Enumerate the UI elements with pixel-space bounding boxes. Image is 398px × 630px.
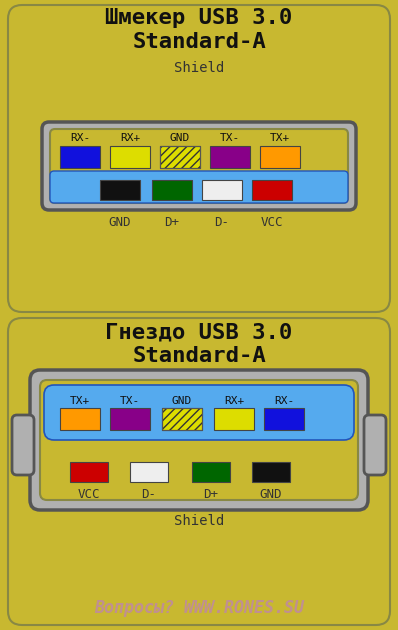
Text: D-: D- bbox=[142, 488, 156, 501]
Bar bbox=[260, 146, 300, 168]
Bar bbox=[152, 180, 192, 200]
Text: D-: D- bbox=[215, 216, 230, 229]
FancyBboxPatch shape bbox=[44, 385, 354, 440]
Bar bbox=[162, 408, 202, 430]
Bar bbox=[130, 462, 168, 482]
Text: GND: GND bbox=[109, 216, 131, 229]
Text: RX+: RX+ bbox=[224, 396, 244, 406]
Bar bbox=[160, 146, 200, 168]
FancyBboxPatch shape bbox=[30, 370, 368, 510]
Text: Вопросы? WWW.RONES.SU: Вопросы? WWW.RONES.SU bbox=[94, 599, 304, 617]
Bar bbox=[264, 408, 304, 430]
Bar bbox=[162, 408, 202, 430]
Text: VCC: VCC bbox=[78, 488, 100, 501]
Text: Гнездо USB 3.0: Гнездо USB 3.0 bbox=[105, 322, 293, 342]
Bar bbox=[252, 462, 290, 482]
Text: GND: GND bbox=[172, 396, 192, 406]
Bar bbox=[160, 146, 200, 168]
Bar bbox=[252, 180, 292, 200]
Bar bbox=[202, 180, 242, 200]
FancyBboxPatch shape bbox=[42, 122, 356, 210]
Bar bbox=[160, 146, 200, 168]
FancyBboxPatch shape bbox=[50, 171, 348, 203]
Text: D+: D+ bbox=[203, 488, 219, 501]
Text: Standard-A: Standard-A bbox=[132, 32, 266, 52]
FancyBboxPatch shape bbox=[364, 415, 386, 475]
Bar bbox=[192, 462, 230, 482]
FancyBboxPatch shape bbox=[12, 415, 34, 475]
FancyBboxPatch shape bbox=[8, 318, 390, 625]
Text: D+: D+ bbox=[164, 216, 179, 229]
Bar bbox=[210, 146, 250, 168]
Text: GND: GND bbox=[170, 133, 190, 143]
Text: Шмекер USB 3.0: Шмекер USB 3.0 bbox=[105, 8, 293, 28]
Bar bbox=[60, 146, 100, 168]
Bar bbox=[100, 180, 140, 200]
Bar bbox=[162, 408, 202, 430]
Bar bbox=[70, 462, 108, 482]
Text: GND: GND bbox=[260, 488, 282, 501]
Bar bbox=[60, 408, 100, 430]
Text: Shield: Shield bbox=[174, 61, 224, 75]
Bar bbox=[110, 408, 150, 430]
Text: RX-: RX- bbox=[70, 133, 90, 143]
FancyBboxPatch shape bbox=[50, 129, 348, 203]
FancyBboxPatch shape bbox=[8, 5, 390, 312]
Text: TX+: TX+ bbox=[270, 133, 290, 143]
Text: TX-: TX- bbox=[220, 133, 240, 143]
Text: Shield: Shield bbox=[174, 514, 224, 528]
Text: RX-: RX- bbox=[274, 396, 294, 406]
Text: TX+: TX+ bbox=[70, 396, 90, 406]
Text: Standard-A: Standard-A bbox=[132, 346, 266, 366]
Text: VCC: VCC bbox=[261, 216, 283, 229]
Text: RX+: RX+ bbox=[120, 133, 140, 143]
FancyBboxPatch shape bbox=[40, 380, 358, 500]
Bar bbox=[214, 408, 254, 430]
Text: TX-: TX- bbox=[120, 396, 140, 406]
Bar bbox=[110, 146, 150, 168]
